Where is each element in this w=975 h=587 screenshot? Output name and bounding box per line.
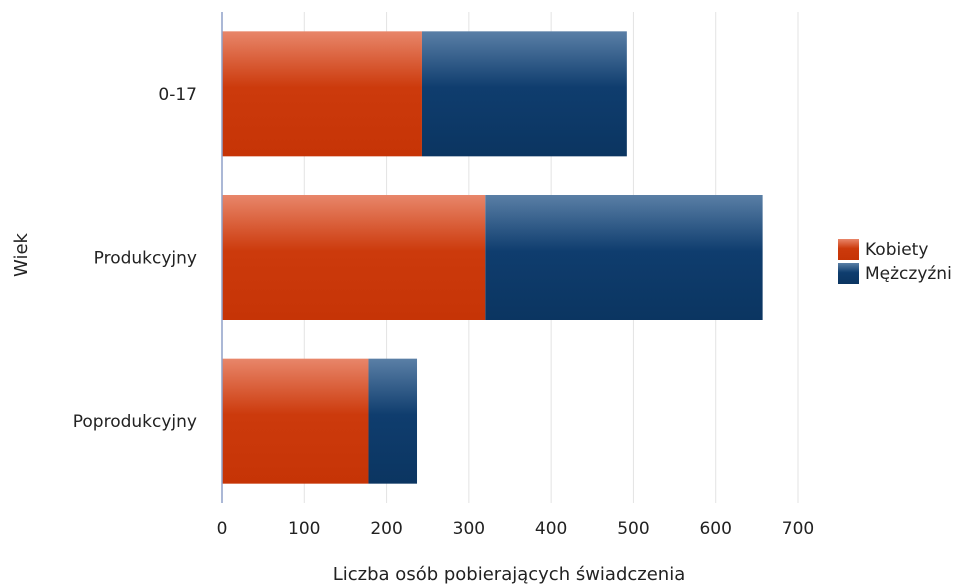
legend-swatch bbox=[838, 263, 859, 284]
bar-produkcyjny-series-1 bbox=[222, 195, 486, 320]
x-axis-title: Liczba osób pobierających świadczenia bbox=[333, 564, 686, 585]
legend-label: Mężczyźni bbox=[865, 264, 952, 284]
y-tick-label: 0-17 bbox=[158, 85, 197, 105]
x-tick-label: 500 bbox=[617, 519, 649, 539]
y-tick-labels: 0-17 Produkcyjny Poprodukcyjny bbox=[73, 85, 197, 432]
bar-0-17-series-2 bbox=[421, 31, 627, 157]
x-tick-label: 400 bbox=[535, 519, 567, 539]
bar-poprodukcyjny-series-2 bbox=[368, 358, 418, 484]
bar-0-17-series-1 bbox=[222, 31, 422, 157]
x-tick-label: 700 bbox=[782, 519, 814, 539]
y-tick-label: Produkcyjny bbox=[94, 249, 197, 269]
x-tick-label: 200 bbox=[370, 519, 402, 539]
x-tick-label: 0 bbox=[217, 519, 228, 539]
y-tick-label: Poprodukcyjny bbox=[73, 412, 197, 432]
legend-label: Kobiety bbox=[865, 240, 928, 260]
x-tick-label: 300 bbox=[453, 519, 485, 539]
bar-produkcyjny-series-2 bbox=[485, 195, 763, 320]
legend-swatch bbox=[838, 239, 859, 260]
legend: Kobiety Mężczyźni bbox=[838, 239, 952, 284]
x-tick-label: 600 bbox=[699, 519, 731, 539]
x-tick-label: 100 bbox=[288, 519, 320, 539]
bar-poprodukcyjny-series-1 bbox=[222, 358, 369, 484]
bars bbox=[222, 31, 763, 484]
x-tick-labels: 0 100 200 300 400 500 600 700 bbox=[217, 519, 815, 539]
y-axis-title: Wiek bbox=[11, 232, 32, 276]
